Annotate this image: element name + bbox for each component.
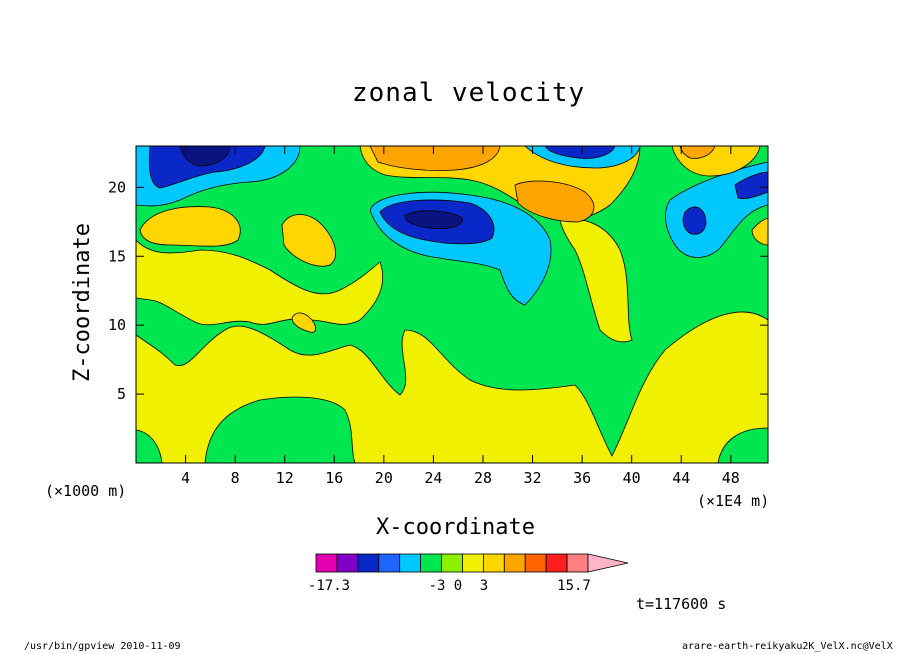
y-tick-label: 10 [108,316,126,334]
contour-fill-orange-top [369,146,501,171]
contour-fill-blue-tl [148,146,266,189]
colorbar-segment [378,553,401,573]
contour-fill-navy-core [404,210,463,229]
y-axis-label: Z-coordinate [70,223,95,382]
contour-fill-blue-right-2 [734,171,768,199]
colorbar: -17.3 -3 0 3 15.7 [308,553,629,594]
contour-fill-blue-right [682,206,707,235]
y-tick-label: 20 [108,178,126,196]
chart-title: zonal velocity [352,78,586,108]
x-tick-label: 40 [623,469,641,487]
colorbar-segment [399,553,422,573]
x-axis-label: X-coordinate [376,515,535,540]
colorbar-tick-label: -17.3 [308,578,350,594]
colorbar-tick-label: 0 [454,578,462,594]
footer-right: arare-earth-reikyaku2K_VelX.nc@VelX [682,641,893,652]
colorbar-segment [420,553,442,573]
x-tick-label: 8 [231,469,240,487]
y-unit-label: (×1000 m) [45,482,127,500]
colorbar-segment [545,553,568,573]
y-tick-label: 15 [108,247,126,265]
x-tick-label: 16 [325,469,343,487]
contour-field [136,146,768,463]
footer-left: /usr/bin/gpview 2010-11-09 [24,641,181,652]
colorbar-segment [357,553,380,573]
contour-fill-orange-left [139,206,241,247]
time-label: t=117600 s [636,595,727,613]
y-axis-ticks: 5 10 15 20 [108,178,768,403]
contour-fill-green-corner [136,429,163,463]
x-tick-label: 32 [524,469,542,487]
colorbar-segment [315,553,338,573]
x-tick-label: 28 [474,469,492,487]
colorbar-tick-label: -3 [429,578,446,594]
colorbar-extension [587,553,629,573]
contour-fill-green-bottom [204,396,356,463]
y-tick-label: 5 [117,385,126,403]
x-unit-label: (×1E4 m) [697,492,770,510]
colorbar-segment [503,553,526,573]
colorbar-segment [441,553,463,573]
x-tick-label: 48 [722,469,740,487]
x-tick-label: 36 [573,469,591,487]
contour-fill-orange-mid [281,214,336,267]
colorbar-segment [566,553,589,573]
colorbar-segment [482,553,505,573]
x-axis-ticks: 4 8 12 16 20 24 28 32 36 40 44 48 [181,146,740,487]
colorbar-tick-label: 15.7 [557,578,591,594]
colorbar-tick-label: 3 [480,578,488,594]
colorbar-segment [524,553,547,573]
x-tick-label: 4 [181,469,190,487]
contour-fill-yellow-right [559,218,633,343]
contour-fill-yellow-tongue [136,239,384,326]
contour-fill-navy-tl [179,146,231,167]
plot-frame [135,145,769,464]
x-tick-label: 44 [672,469,690,487]
contour-fill-yellow-edge-right [751,217,768,246]
x-tick-label: 20 [375,469,393,487]
x-tick-label: 12 [276,469,294,487]
contour-fill-small-ellipse [291,312,316,333]
contour-fill-blue-top-right [544,146,616,159]
x-tick-label: 24 [424,469,442,487]
contour-fill-orange-core [514,180,595,223]
colorbar-segment [462,553,484,573]
colorbar-segment [336,553,359,573]
